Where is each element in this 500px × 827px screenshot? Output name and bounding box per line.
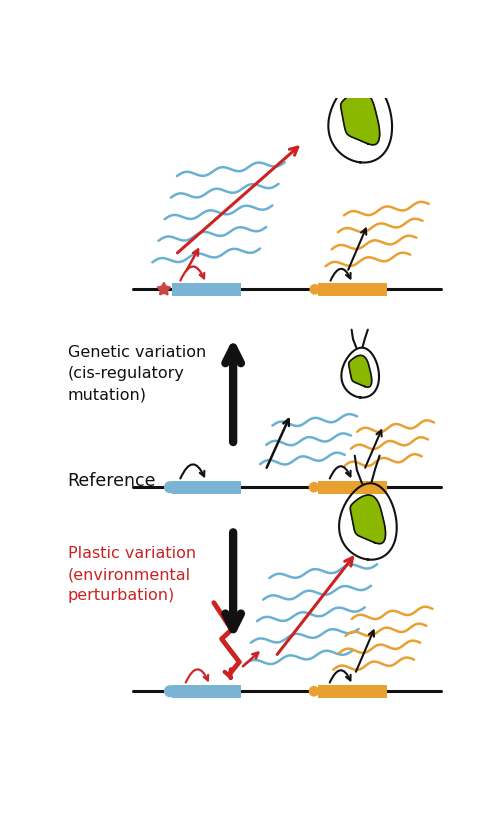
Bar bbox=[318, 685, 387, 698]
Text: Genetic variation
(cis-regulatory
mutation): Genetic variation (cis-regulatory mutati… bbox=[68, 345, 206, 402]
Circle shape bbox=[310, 483, 318, 492]
Bar bbox=[172, 685, 241, 698]
Circle shape bbox=[164, 686, 175, 697]
Polygon shape bbox=[350, 495, 386, 544]
Polygon shape bbox=[340, 92, 380, 146]
Polygon shape bbox=[158, 283, 170, 295]
Text: Reference: Reference bbox=[68, 471, 156, 489]
Bar bbox=[318, 284, 387, 297]
Bar bbox=[318, 481, 387, 495]
Polygon shape bbox=[348, 356, 372, 388]
Circle shape bbox=[310, 285, 320, 294]
Bar bbox=[172, 481, 241, 495]
Bar bbox=[172, 284, 241, 297]
Circle shape bbox=[310, 686, 318, 696]
Text: Plastic variation
(environmental
perturbation): Plastic variation (environmental perturb… bbox=[68, 546, 196, 603]
Circle shape bbox=[164, 482, 175, 493]
